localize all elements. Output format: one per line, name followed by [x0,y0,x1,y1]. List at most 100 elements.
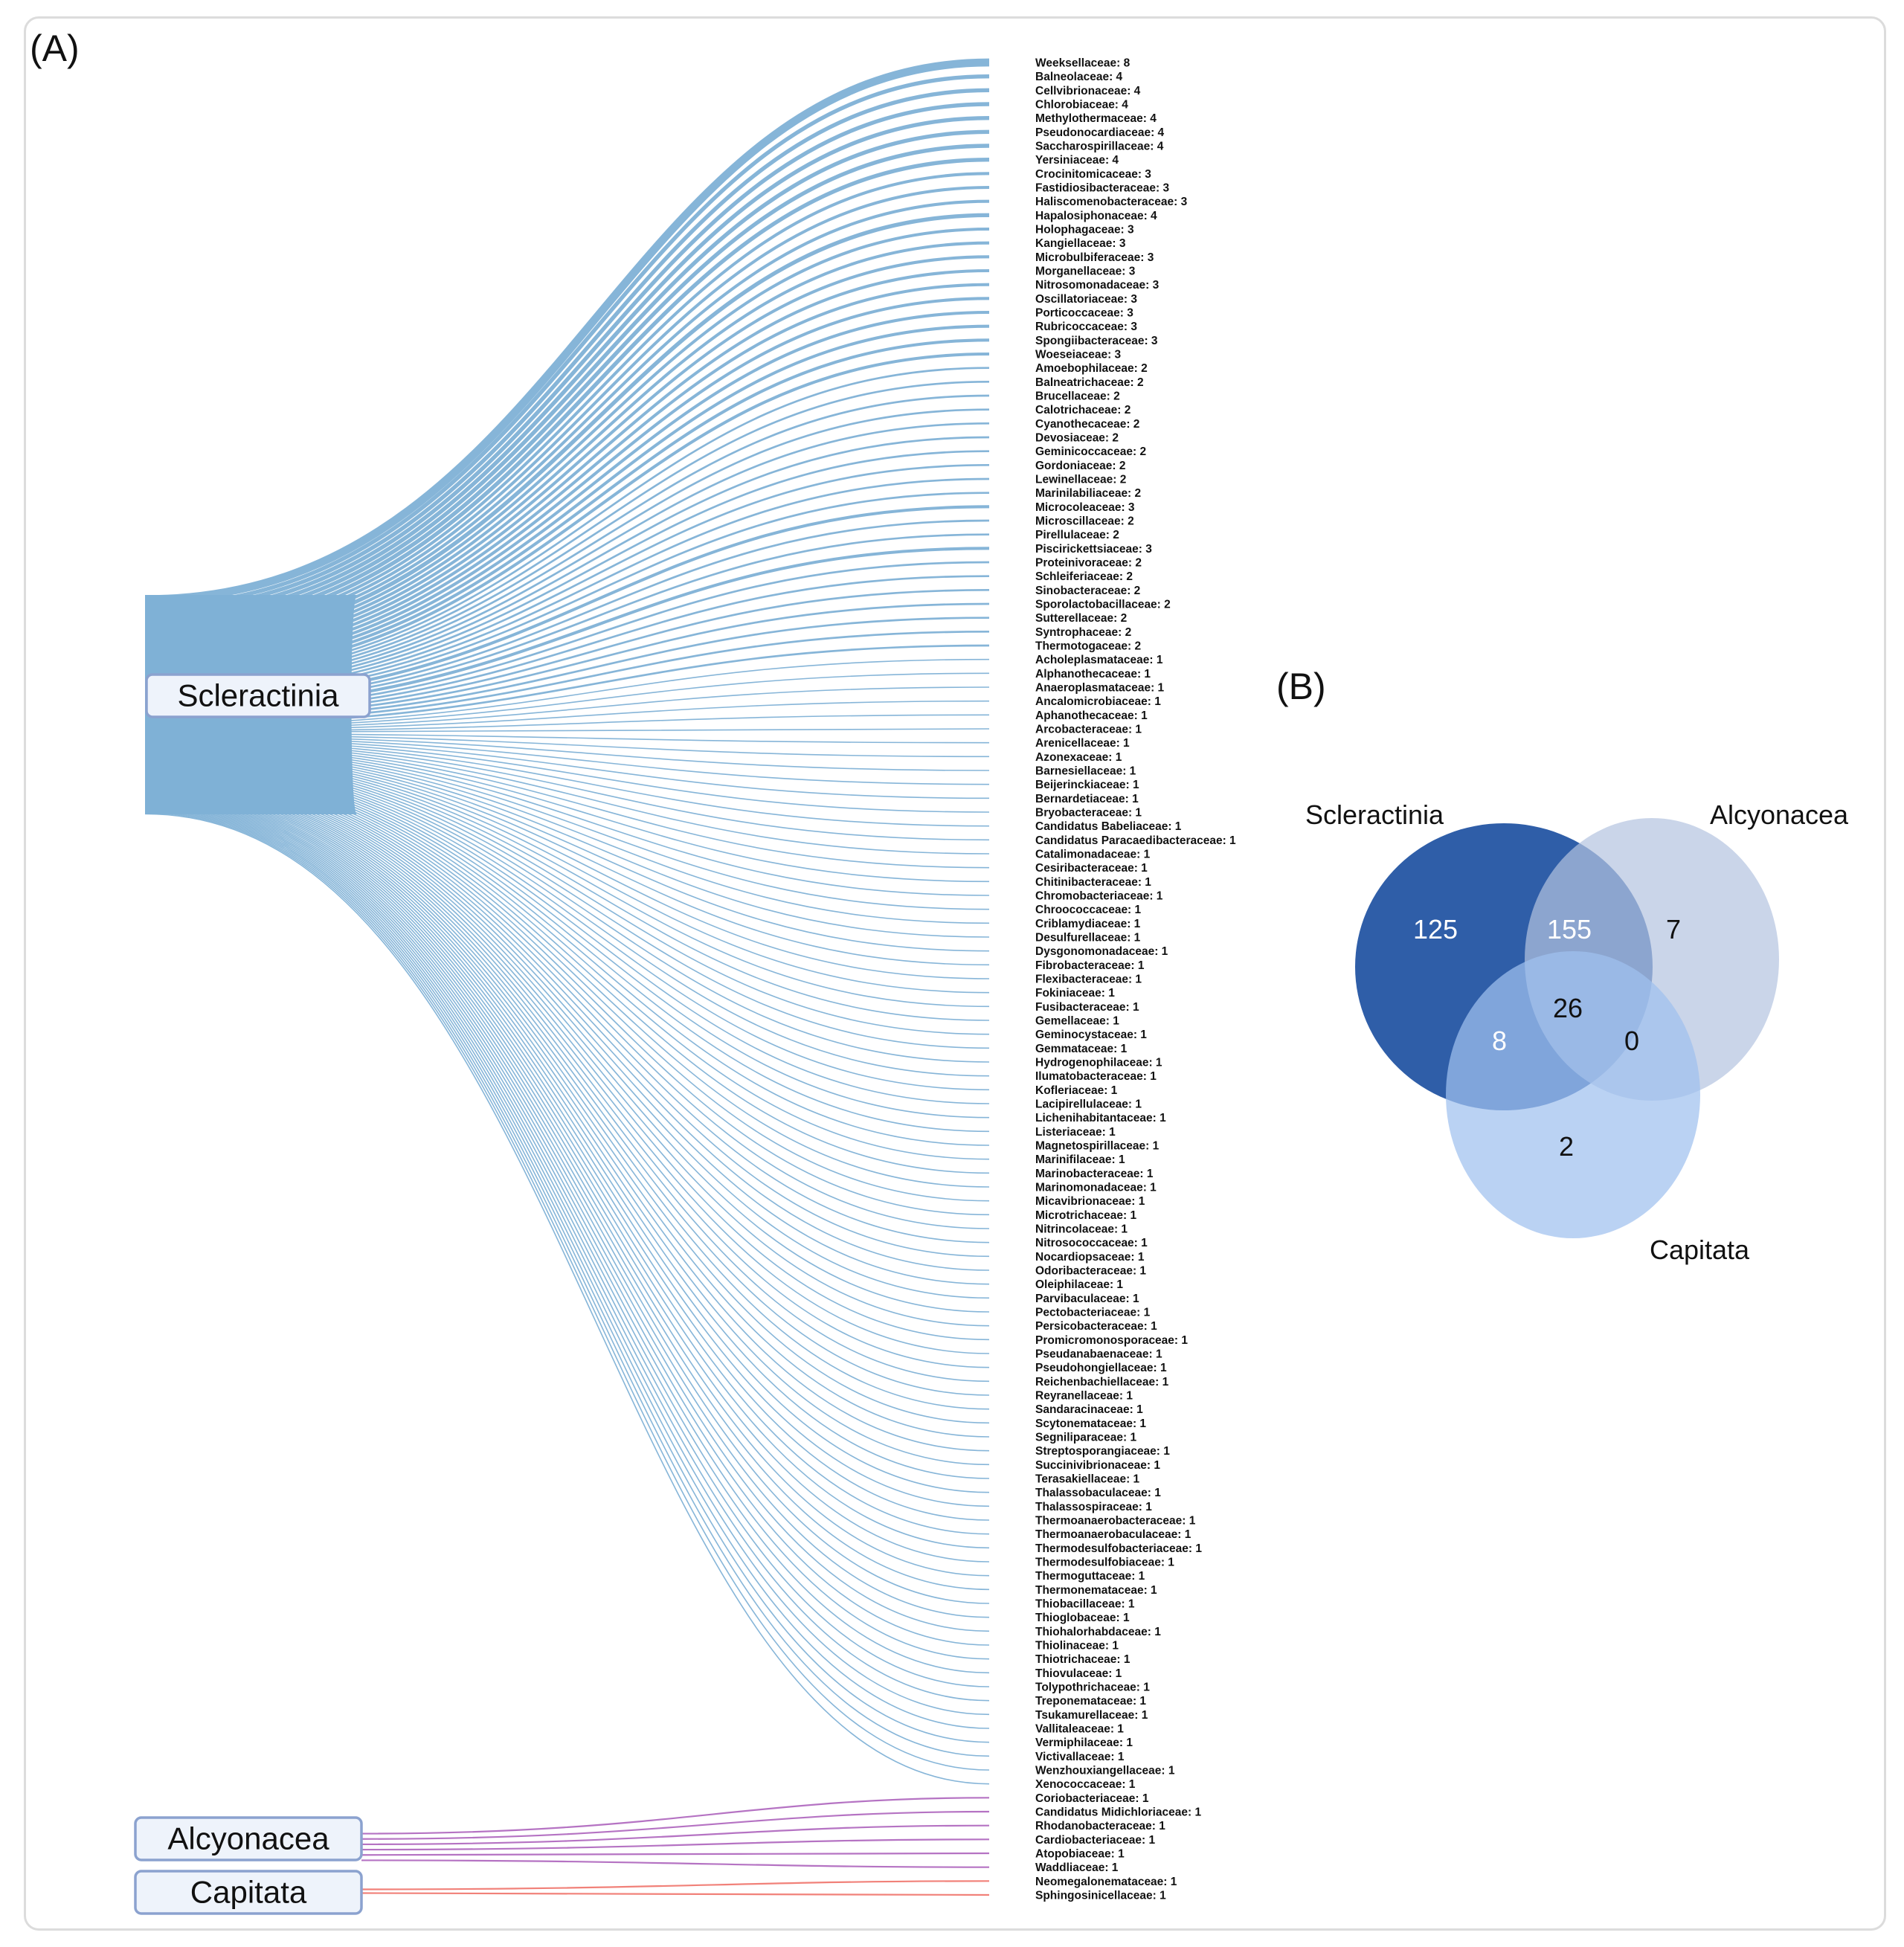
venn-set-label-capitata: Capitata [1650,1235,1750,1265]
family-label-thermodesulfobacteriaceae: Thermodesulfobacteriaceae: 1 [1035,1542,1202,1555]
flow-reichenbachiellaceae [144,782,990,1383]
venn-count-alcyonacea-only: 7 [1666,914,1681,944]
flow-pseudonocardiaceae [144,129,990,625]
family-label-cyanothecaceae: Cyanothecaceae: 2 [1035,418,1139,431]
family-label-thiobacillaceae: Thiobacillaceae: 1 [1035,1598,1135,1611]
family-label-lewinellaceae: Lewinellaceae: 2 [1035,474,1126,486]
flow-tsukamurellaceae [144,808,990,1716]
family-label-neomegalonemataceae: Neomegalonemataceae: 1 [1035,1876,1177,1888]
family-label-woeseiaceae: Woeseiaceae: 3 [1035,349,1122,361]
flow-pseudohongiellaceae [144,781,990,1368]
family-label-streptosporangiaceae: Streptosporangiaceae: 1 [1035,1445,1170,1458]
flow-candidatus-midichloriaceae [361,1810,990,1840]
flow-weeksellaceae [144,58,990,604]
family-label-tolypothrichaceae: Tolypothrichaceae: 1 [1035,1682,1150,1694]
figure-frame [24,16,1886,1931]
flow-tolypothrichaceae [144,805,990,1687]
family-label-tsukamurellaceae: Tsukamurellaceae: 1 [1035,1709,1148,1722]
flow-scytonemataceae [144,785,990,1424]
source-node-scleractinia [145,673,371,718]
family-label-gordoniaceae: Gordoniaceae: 2 [1035,460,1125,472]
flow-atopobiaceae [361,1852,990,1856]
family-label-thiovulaceae: Thiovulaceae: 1 [1035,1667,1122,1680]
family-label-morganellaceae: Morganellaceae: 3 [1035,266,1136,278]
family-label-marinomonadaceae: Marinomonadaceae: 1 [1035,1182,1157,1194]
family-label-victivallaceae: Victivallaceae: 1 [1035,1751,1125,1763]
family-label-fastidiosibacteraceae: Fastidiosibacteraceae: 3 [1035,182,1169,195]
panel-b-label: (B) [1276,666,1326,707]
venn-set-label-scleractinia: Scleractinia [1305,799,1444,830]
family-label-devosiaceae: Devosiaceae: 2 [1035,432,1119,445]
family-label-saccharospirillaceae: Saccharospirillaceae: 4 [1035,141,1164,153]
family-label-vermiphilaceae: Vermiphilaceae: 1 [1035,1737,1133,1749]
family-label-reichenbachiellaceae: Reichenbachiellaceae: 1 [1035,1376,1169,1388]
family-label-barnesiellaceae: Barnesiellaceae: 1 [1035,765,1136,778]
family-label-catalimonadaceae: Catalimonadaceae: 1 [1035,849,1151,861]
family-label-microtrichaceae: Microtrichaceae: 1 [1035,1209,1136,1222]
flow-streptosporangiaceae [144,787,990,1452]
flow-thermoanaerobaculaceae [144,794,990,1535]
venn-diagram: Scleractinia Alcyonacea Capitata 125 155 7 26 8… [1305,799,1849,1265]
venn-count-capitata-only: 2 [1559,1131,1574,1162]
flow-thermoanaerobacteraceae [144,793,990,1521]
flow-thermodesulfobacteriaceae [144,795,990,1549]
family-label-magnetospirillaceae: Magnetospirillaceae: 1 [1035,1140,1160,1153]
flow-coriobacteriaceae [361,1797,990,1835]
family-label-listeriaceae: Listeriaceae: 1 [1035,1126,1116,1139]
flow-succinivibrionaceae [144,788,990,1466]
flow-xenococcaceae [144,813,990,1785]
family-label-lichenihabitantaceae: Lichenihabitantaceae: 1 [1035,1112,1166,1124]
family-label-fusibacteraceae: Fusibacteraceae: 1 [1035,1001,1139,1014]
flow-thiohalorhabdaceae [144,801,990,1632]
flow-treponemataceae [144,806,990,1702]
flow-thiovulaceae [144,804,990,1674]
family-label-weeksellaceae: Weeksellaceae: 8 [1035,57,1130,70]
family-label-nitrosococcaceae: Nitrosococcaceae: 1 [1035,1237,1148,1249]
family-label-marinilabiliaceae: Marinilabiliaceae: 2 [1035,487,1141,500]
family-label-thioglobaceae: Thioglobaceae: 1 [1035,1612,1130,1624]
sankey-flows [144,58,990,1896]
flow-chlorobiaceae [144,102,990,617]
family-label-proteinivoraceae: Proteinivoraceae: 2 [1035,557,1142,570]
family-label-geminicoccaceae: Geminicoccaceae: 2 [1035,445,1146,458]
sankey-source-nodes: Scleractinia Alcyonacea Capitata [134,673,371,1915]
flow-vermiphilaceae [144,810,990,1743]
family-label-thermoguttaceae: Thermoguttaceae: 1 [1035,1570,1145,1583]
family-label-beijerinckiaceae: Beijerinckiaceae: 1 [1035,779,1139,791]
family-label-rhodanobacteraceae: Rhodanobacteraceae: 1 [1035,1820,1165,1832]
flow-vallitaleaceae [144,808,990,1729]
family-label-spongiibacteraceae: Spongiibacteraceae: 3 [1035,335,1158,347]
family-label-thalassospiraceae: Thalassospiraceae: 1 [1035,1501,1152,1513]
flow-thermodesulfobiaceae [144,796,990,1563]
panel-a-label: (A) [30,28,80,69]
family-label-segniliparaceae: Segniliparaceae: 1 [1035,1432,1137,1444]
family-label-odoribacteraceae: Odoribacteraceae: 1 [1035,1265,1146,1278]
flow-terasakiellaceae [144,789,990,1479]
family-label-thermodesulfobiaceae: Thermodesulfobiaceae: 1 [1035,1557,1174,1569]
flow-waddliaceae [361,1859,990,1868]
flow-thalassobaculaceae [144,791,990,1493]
family-label-candidatus-midichloriaceae: Candidatus Midichloriaceae: 1 [1035,1806,1201,1819]
family-label-thiohalorhabdaceae: Thiohalorhabdaceae: 1 [1035,1626,1161,1638]
flow-thiobacillaceae [144,799,990,1604]
flow-balneolaceae [144,74,990,608]
family-label-microcoleaceae: Microcoleaceae: 3 [1035,501,1135,514]
venn-set-capitata [1446,951,1700,1238]
family-label-acholeplasmataceae: Acholeplasmataceae: 1 [1035,654,1163,666]
venn-count-scleractinia-only: 125 [1413,914,1458,944]
family-label-syntrophaceae: Syntrophaceae: 2 [1035,626,1131,639]
family-label-atopobiaceae: Atopobiaceae: 1 [1035,1848,1125,1861]
family-label-yersiniaceae: Yersiniaceae: 4 [1035,154,1119,167]
family-label-cardiobacteriaceae: Cardiobacteriaceae: 1 [1035,1834,1155,1847]
flow-thioglobaceae [144,800,990,1618]
family-label-bryobacteraceae: Bryobacteraceae: 1 [1035,807,1142,820]
family-label-bernardetiaceae: Bernardetiaceae: 1 [1035,793,1139,805]
flow-methylothermaceae [144,115,990,621]
family-label-thalassobaculaceae: Thalassobaculaceae: 1 [1035,1487,1161,1499]
family-label-marinobacteraceae: Marinobacteraceae: 1 [1035,1168,1154,1180]
family-label-treponemataceae: Treponemataceae: 1 [1035,1695,1146,1708]
flow-neomegalonemataceae [361,1880,990,1890]
family-label-azonexaceae: Azonexaceae: 1 [1035,751,1122,764]
flow-thalassospiraceae [144,791,990,1507]
family-label-lacipirellulaceae: Lacipirellulaceae: 1 [1035,1098,1142,1111]
